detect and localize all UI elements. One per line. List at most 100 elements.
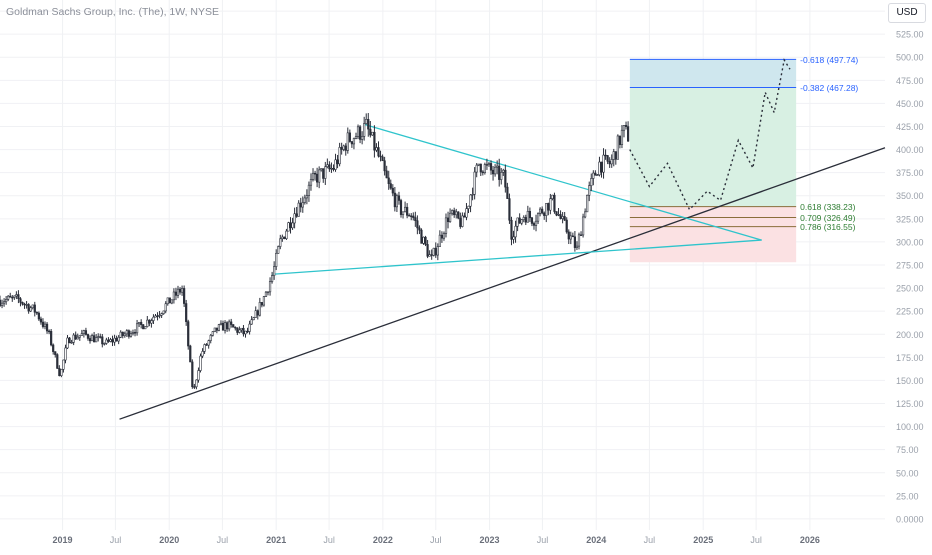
currency-button[interactable]: USD: [888, 3, 926, 23]
candle-body: [56, 354, 59, 369]
candle-body: [135, 323, 139, 334]
triangle-upper-line: [364, 124, 762, 241]
candle-body: [299, 202, 302, 208]
candle-body: [148, 319, 151, 324]
fib-level-label: -0.618 (497.74): [800, 55, 858, 65]
candle-body: [93, 335, 96, 343]
candle-body: [530, 217, 534, 224]
projection: [629, 58, 791, 211]
candle-body: [166, 297, 169, 305]
projection-path: [629, 58, 791, 211]
candle-body: [489, 163, 493, 171]
candle-body: [487, 163, 491, 166]
candle-body: [475, 164, 478, 173]
candle-body: [434, 247, 437, 256]
candle-body: [451, 210, 454, 214]
candle-body: [203, 344, 206, 352]
candle-body: [358, 126, 362, 140]
candle-body: [37, 312, 40, 320]
candle-body: [436, 246, 439, 256]
x-tick-label: Jul: [537, 535, 549, 545]
candle-body: [612, 151, 615, 160]
candle-body: [446, 217, 450, 223]
candle-body: [528, 210, 531, 219]
candle-body: [620, 129, 624, 145]
candle-body: [84, 330, 88, 335]
candle-body: [399, 200, 403, 215]
candle-body: [588, 185, 591, 196]
candle-body: [66, 337, 69, 349]
candle-body: [176, 288, 180, 296]
time-axis[interactable]: 2019 Jul 2020 Jul 2021 Jul 2022 Jul 2023 Jul 2024 J…: [53, 535, 820, 545]
candle-body: [579, 234, 583, 236]
candle-body: [293, 213, 296, 224]
candle-body: [541, 208, 544, 214]
candle-body: [268, 281, 272, 293]
candle-body: [477, 163, 480, 166]
candle-body: [221, 322, 225, 331]
candle-body: [2, 301, 6, 304]
candle-body: [273, 266, 276, 276]
candle-body: [371, 131, 374, 136]
candle-body: [131, 332, 135, 335]
candle-body: [379, 155, 382, 158]
candle-body: [154, 315, 157, 318]
candle-body: [616, 135, 619, 160]
candle-body: [322, 168, 325, 179]
candle-body: [326, 164, 329, 168]
candle-body: [412, 215, 415, 218]
candle-body: [125, 330, 128, 335]
candle-body: [180, 288, 184, 293]
candle-body: [215, 327, 218, 331]
candle-body: [99, 336, 102, 338]
candle-body: [41, 321, 45, 327]
candle-body: [381, 156, 384, 162]
candle-body: [352, 138, 356, 145]
candle-body: [285, 230, 288, 239]
candle-body: [31, 304, 34, 309]
candle-body: [164, 303, 167, 312]
candle-body: [377, 147, 380, 157]
candle-body: [129, 333, 133, 337]
candle-body: [389, 183, 392, 189]
candle-body: [428, 254, 431, 257]
price-axis[interactable]: 550.00525.00500.00475.00450.00425.00400.…: [896, 7, 924, 525]
candle-body: [254, 310, 257, 318]
candle-body: [602, 154, 605, 173]
candle-body: [174, 291, 178, 296]
candle-body: [350, 141, 353, 145]
candle-body: [485, 164, 489, 166]
candle-body: [271, 275, 274, 282]
candle-body: [11, 296, 14, 299]
candles: [0, 113, 630, 390]
candle-body: [0, 299, 2, 306]
candle-body: [207, 340, 210, 346]
candle-body: [532, 223, 536, 226]
candle-body: [246, 330, 249, 333]
candle-body: [301, 202, 304, 208]
candle-body: [201, 351, 204, 357]
candle-body: [506, 186, 509, 199]
candle-body: [481, 171, 484, 174]
x-tick-label: 2022: [373, 535, 393, 545]
grid-lines: [0, 0, 885, 530]
symbol-title: Goldman Sachs Group, Inc. (The), 1W, NYS…: [6, 6, 219, 18]
candle-body: [78, 335, 81, 338]
candle-body: [606, 155, 609, 162]
candle-body: [183, 288, 186, 304]
candle-body: [581, 216, 585, 236]
y-tick-label: 50.00: [896, 468, 919, 478]
candle-body: [361, 136, 364, 140]
candle-body: [197, 370, 200, 381]
candle-body: [410, 215, 413, 218]
candle-body: [418, 227, 421, 231]
candle-body: [152, 316, 155, 321]
candle-body: [543, 212, 546, 216]
candle-body: [158, 314, 161, 317]
candle-body: [393, 192, 396, 208]
candle-body: [219, 322, 223, 325]
candle-body: [334, 159, 337, 170]
candle-body: [422, 236, 425, 244]
candle-body: [344, 145, 347, 151]
